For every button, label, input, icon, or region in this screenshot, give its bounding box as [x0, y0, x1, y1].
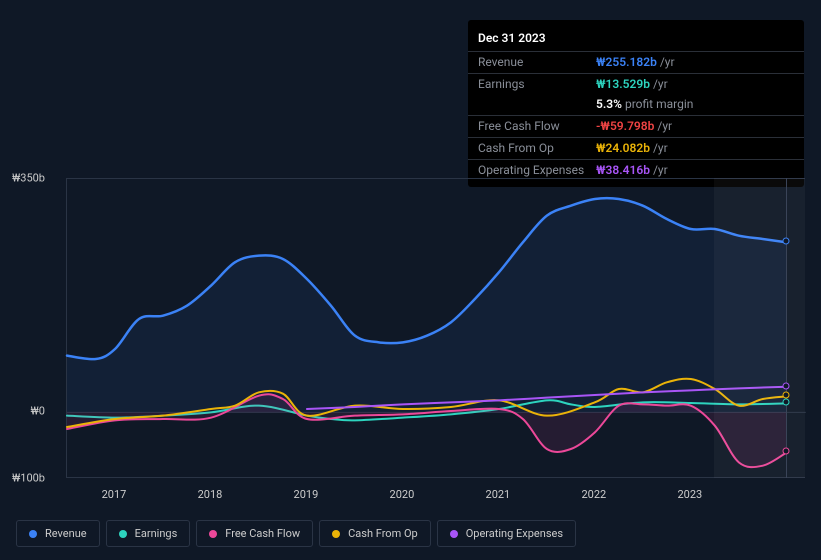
y-axis-tick: ₩350b	[12, 172, 45, 185]
tooltip-row-value: -₩59.798b	[596, 118, 654, 135]
hover-line	[786, 178, 787, 478]
legend-label: Free Cash Flow	[225, 527, 300, 540]
tooltip-row-suffix: /yr	[660, 54, 675, 71]
tooltip-row: Free Cash Flow-₩59.798b/yr	[468, 115, 804, 137]
lines-svg	[67, 179, 806, 479]
legend: Revenue Earnings Free Cash Flow Cash From O…	[16, 520, 576, 547]
chart[interactable]: ₩350b₩0₩100b2017201820192020202120222023	[16, 160, 805, 515]
legend-swatch	[29, 530, 37, 538]
tooltip-row: Cash From Op₩24.082b/yr	[468, 137, 804, 159]
endpoint-dot-revenue	[782, 238, 789, 245]
tooltip-row-suffix: /yr	[653, 76, 668, 93]
x-axis-tick: 2017	[102, 488, 127, 501]
legend-swatch	[450, 530, 458, 538]
tooltip-row-suffix: /yr	[657, 118, 672, 135]
tooltip-row-label	[478, 96, 596, 113]
plot-area[interactable]	[66, 178, 805, 478]
x-axis-tick: 2023	[677, 488, 702, 501]
tooltip-row-suffix: profit margin	[625, 96, 693, 113]
x-axis-tick: 2022	[581, 488, 606, 501]
tooltip-row: 5.3%profit margin	[468, 94, 804, 115]
endpoint-dot-fcf	[782, 448, 789, 455]
tooltip-row-suffix: /yr	[653, 140, 668, 157]
x-axis-tick: 2018	[198, 488, 223, 501]
endpoint-dot-cfo	[782, 392, 789, 399]
legend-item-fcf[interactable]: Free Cash Flow	[196, 520, 313, 547]
legend-label: Operating Expenses	[466, 527, 563, 540]
tooltip-row-label: Cash From Op	[478, 140, 596, 157]
legend-label: Revenue	[45, 527, 87, 540]
legend-swatch	[332, 530, 340, 538]
legend-item-cfo[interactable]: Cash From Op	[319, 520, 431, 547]
x-axis-tick: 2019	[294, 488, 319, 501]
endpoint-dot-opex	[782, 382, 789, 389]
hover-band	[714, 178, 805, 478]
endpoint-dot-earnings	[782, 399, 789, 406]
tooltip-row: Earnings₩13.529b/yr	[468, 73, 804, 95]
legend-swatch	[119, 530, 127, 538]
tooltip-row: Revenue₩255.182b/yr	[468, 51, 804, 73]
x-axis-tick: 2021	[486, 488, 511, 501]
legend-label: Cash From Op	[348, 527, 418, 540]
tooltip-row-label: Earnings	[478, 76, 596, 93]
legend-label: Earnings	[135, 527, 178, 540]
y-axis-tick: ₩100b	[12, 472, 45, 485]
legend-item-earnings[interactable]: Earnings	[106, 520, 191, 547]
tooltip-date: Dec 31 2023	[468, 26, 804, 51]
legend-swatch	[209, 530, 217, 538]
legend-item-revenue[interactable]: Revenue	[16, 520, 100, 547]
tooltip-row-label: Revenue	[478, 54, 596, 71]
tooltip-row-value: ₩24.082b	[596, 140, 650, 157]
y-axis-tick: ₩0	[31, 405, 45, 418]
legend-item-opex[interactable]: Operating Expenses	[437, 520, 576, 547]
tooltip-row-value: ₩255.182b	[596, 54, 657, 71]
x-axis-tick: 2020	[390, 488, 415, 501]
tooltip-row-label: Free Cash Flow	[478, 118, 596, 135]
tooltip-row-value: 5.3%	[596, 96, 622, 113]
tooltip-row-value: ₩13.529b	[596, 76, 650, 93]
